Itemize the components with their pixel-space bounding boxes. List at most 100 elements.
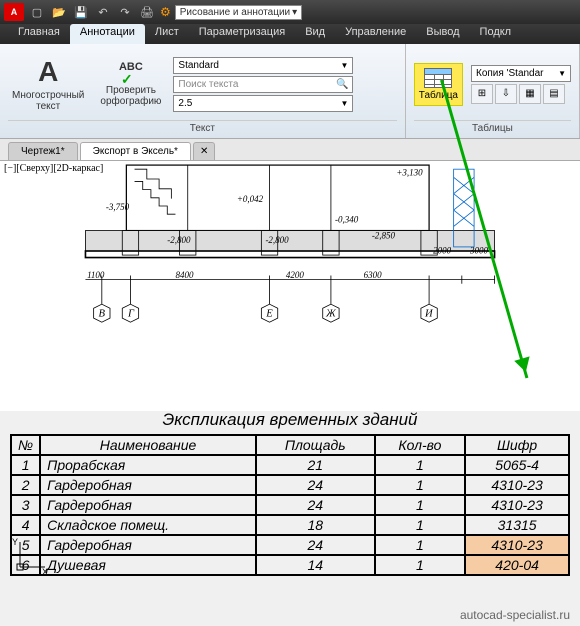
table-cell[interactable]: Складское помещ. — [40, 515, 256, 535]
table-cell[interactable]: 18 — [256, 515, 375, 535]
table-cell[interactable]: Гардеробная — [40, 535, 256, 555]
gear-icon[interactable]: ⚙ — [160, 5, 171, 19]
table-cell[interactable]: 24 — [256, 535, 375, 555]
table-row[interactable]: 5Гардеробная2414310-23 — [11, 535, 569, 555]
doc-tab-1[interactable]: Чертеж1* — [8, 142, 78, 160]
export-button[interactable]: ▤ — [543, 84, 565, 104]
table-cell[interactable]: 3 — [11, 495, 40, 515]
table-cell[interactable]: 5065-4 — [465, 455, 569, 475]
table-cell[interactable]: Гардеробная — [40, 495, 256, 515]
text-height-combo[interactable]: 2.5▼ — [173, 95, 353, 112]
tab-plugins[interactable]: Подкл — [470, 24, 522, 44]
table-row[interactable]: 2Гардеробная2414310-23 — [11, 475, 569, 495]
chevron-down-icon: ▾ — [292, 7, 297, 18]
table-row[interactable]: 3Гардеробная2414310-23 — [11, 495, 569, 515]
chevron-down-icon: ▼ — [340, 61, 348, 70]
print-icon[interactable]: 🖨 — [138, 3, 156, 21]
search-text-input[interactable]: Поиск текста🔍 — [173, 76, 353, 93]
table-header: № — [11, 435, 40, 455]
explication-table[interactable]: №НаименованиеПлощадьКол-воШифр 1Прорабск… — [10, 434, 570, 576]
svg-text:+0,042: +0,042 — [237, 194, 264, 204]
spellcheck-icon: ABC ✓ — [119, 61, 143, 73]
table-cell[interactable]: 1 — [375, 555, 466, 575]
spellcheck-button[interactable]: ABC ✓ Проверить орфографию — [96, 59, 165, 109]
ribbon-group-tables: Таблица Копия 'Standar▼ ⊞ ⇩ ▦ ▤ Таблицы — [406, 44, 580, 138]
table-cell[interactable]: 4310-23 — [465, 535, 569, 555]
table-header: Наименование — [40, 435, 256, 455]
text-panel: Standard▼ Поиск текста🔍 2.5▼ — [173, 57, 353, 112]
workspace-label: Рисование и аннотации — [180, 7, 290, 18]
tab-output[interactable]: Вывод — [416, 24, 469, 44]
table-cell[interactable]: Гардеробная — [40, 475, 256, 495]
redo-icon[interactable]: ↷ — [116, 3, 134, 21]
table-row[interactable]: 1Прорабская2115065-4 — [11, 455, 569, 475]
spellcheck-label: Проверить орфографию — [100, 85, 161, 107]
tab-layout[interactable]: Лист — [145, 24, 189, 44]
tab-parametric[interactable]: Параметризация — [189, 24, 295, 44]
table-label: Таблица — [419, 90, 458, 101]
svg-text:В: В — [99, 308, 106, 319]
undo-icon[interactable]: ↶ — [94, 3, 112, 21]
table-cell[interactable]: 420-04 — [465, 555, 569, 575]
doc-tab-new[interactable]: ✕ — [193, 142, 215, 160]
table-cell[interactable]: 2 — [11, 475, 40, 495]
table-header: Шифр — [465, 435, 569, 455]
table-cell[interactable]: 24 — [256, 475, 375, 495]
svg-text:Е: Е — [265, 308, 273, 319]
extract-button[interactable]: ▦ — [519, 84, 541, 104]
text-style-combo[interactable]: Standard▼ — [173, 57, 353, 74]
document-tabs: Чертеж1* Экспорт в Эксель* ✕ — [0, 139, 580, 161]
svg-text:6300: 6300 — [364, 270, 383, 280]
tab-annotate[interactable]: Аннотации — [70, 24, 145, 44]
save-icon[interactable]: 💾 — [72, 3, 90, 21]
explication-table-area: Экспликация временных зданий №Наименован… — [10, 410, 570, 576]
table-cell[interactable]: 1 — [375, 495, 466, 515]
link-data-button[interactable]: ⊞ — [471, 84, 493, 104]
ucs-icon: YX — [10, 537, 50, 580]
table-cell[interactable]: 14 — [256, 555, 375, 575]
open-icon[interactable]: 📂 — [50, 3, 68, 21]
table-cell[interactable]: 1 — [375, 535, 466, 555]
download-button[interactable]: ⇩ — [495, 84, 517, 104]
table-cell[interactable]: 1 — [375, 475, 466, 495]
svg-text:Ж: Ж — [325, 308, 337, 319]
drawing-canvas[interactable]: [−][Сверху][2D-каркас] +3,1 — [0, 161, 580, 411]
svg-text:X: X — [42, 567, 48, 577]
doc-tab-2[interactable]: Экспорт в Эксель* — [80, 142, 191, 160]
table-cell[interactable]: 21 — [256, 455, 375, 475]
table-cell[interactable]: 1 — [11, 455, 40, 475]
svg-text:1100: 1100 — [87, 270, 105, 280]
svg-text:Г: Г — [127, 308, 135, 319]
table-cell[interactable]: 31315 — [465, 515, 569, 535]
table-header: Площадь — [256, 435, 375, 455]
app-logo[interactable]: A — [4, 3, 24, 21]
quick-access-toolbar: A ▢ 📂 💾 ↶ ↷ 🖨 ⚙ Рисование и аннотации ▾ — [0, 0, 580, 24]
new-icon[interactable]: ▢ — [28, 3, 46, 21]
table-cell[interactable]: 4310-23 — [465, 475, 569, 495]
table-cell[interactable]: 1 — [375, 515, 466, 535]
table-cell[interactable]: Душевая — [40, 555, 256, 575]
chevron-down-icon: ▼ — [340, 99, 348, 108]
table-row[interactable]: 6Душевая141420-04 — [11, 555, 569, 575]
svg-text:Y: Y — [12, 537, 18, 547]
workspace-selector[interactable]: Рисование и аннотации ▾ — [175, 5, 302, 20]
group-label-text: Текст — [8, 120, 397, 134]
table-cell[interactable]: 4310-23 — [465, 495, 569, 515]
table-button[interactable]: Таблица — [414, 63, 463, 106]
tab-view[interactable]: Вид — [295, 24, 335, 44]
chevron-down-icon: ▼ — [558, 69, 566, 78]
check-icon: ✓ — [121, 71, 133, 88]
tab-manage[interactable]: Управление — [335, 24, 416, 44]
table-row[interactable]: 4Складское помещ.18131315 — [11, 515, 569, 535]
mtext-icon: A — [38, 56, 58, 88]
tab-home[interactable]: Главная — [8, 24, 70, 44]
svg-text:4200: 4200 — [286, 270, 305, 280]
table-cell[interactable]: 1 — [375, 455, 466, 475]
table-cell[interactable]: 4 — [11, 515, 40, 535]
table-cell[interactable]: 24 — [256, 495, 375, 515]
table-cell[interactable]: Прорабская — [40, 455, 256, 475]
table-title: Экспликация временных зданий — [10, 410, 570, 430]
mtext-button[interactable]: A Многострочный текст — [8, 54, 88, 114]
table-small-buttons: Копия 'Standar▼ ⊞ ⇩ ▦ ▤ — [471, 65, 571, 104]
table-style-combo[interactable]: Копия 'Standar▼ — [471, 65, 571, 82]
